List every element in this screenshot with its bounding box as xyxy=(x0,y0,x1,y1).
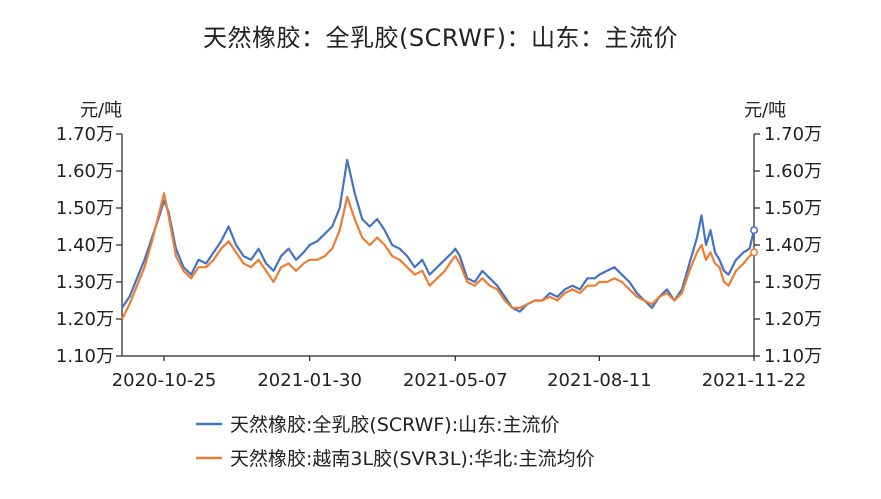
right-y-tick-label: 1.50万 xyxy=(764,198,822,219)
right-y-tick-label: 1.60万 xyxy=(764,161,822,182)
left-y-tick-label: 1.50万 xyxy=(56,198,114,219)
left-y-tick-label: 1.10万 xyxy=(56,346,114,367)
legend-label: 天然橡胶:全乳胶(SCRWF):山东:主流价 xyxy=(230,414,560,436)
right-axis-unit: 元/吨 xyxy=(744,100,786,121)
right-y-tick-label: 1.40万 xyxy=(764,235,822,256)
series-end-marker xyxy=(750,248,758,257)
left-y-tick-label: 1.20万 xyxy=(56,309,114,330)
legend: 天然橡胶:全乳胶(SCRWF):山东:主流价天然橡胶:越南3L胶(SVR3L):… xyxy=(196,414,595,470)
series-line-2 xyxy=(121,192,755,320)
left-axis-unit: 元/吨 xyxy=(80,100,122,121)
series-layer xyxy=(121,158,758,320)
left-y-tick-label: 1.60万 xyxy=(56,161,114,182)
right-y-tick-label: 1.70万 xyxy=(764,124,822,145)
x-tick-label: 2021-11-22 xyxy=(702,370,807,391)
left-y-tick-label: 1.40万 xyxy=(56,235,114,256)
series-end-marker xyxy=(750,226,758,235)
x-axis: 2020-10-25 2021-01-30 2021-05-07 2021-08-11… xyxy=(112,355,807,391)
right-y-tick-label: 1.20万 xyxy=(764,309,822,330)
right-y-tick-label: 1.30万 xyxy=(764,272,822,293)
series-line-1 xyxy=(121,158,756,313)
legend-label: 天然橡胶:越南3L胶(SVR3L):华北:主流均价 xyxy=(230,448,595,470)
x-tick-label: 2020-10-25 xyxy=(112,370,217,391)
chart-title: 天然橡胶：全乳胶(SCRWF)：山东：主流价 xyxy=(203,24,678,52)
x-tick-label: 2021-01-30 xyxy=(257,370,362,391)
left-y-tick-label: 1.30万 xyxy=(56,272,114,293)
left-y-axis: 1.70万 1.60万 1.50万 1.40万 1.30万 1.20万 1.10万 xyxy=(56,124,123,367)
left-y-tick-label: 1.70万 xyxy=(56,124,114,145)
right-y-tick-label: 1.10万 xyxy=(764,346,822,367)
x-tick-label: 2021-08-11 xyxy=(547,370,652,391)
x-tick-label: 2021-05-07 xyxy=(403,370,508,391)
right-y-axis: 1.70万 1.60万 1.50万 1.40万 1.30万 1.20万 1.10万 xyxy=(753,124,822,367)
